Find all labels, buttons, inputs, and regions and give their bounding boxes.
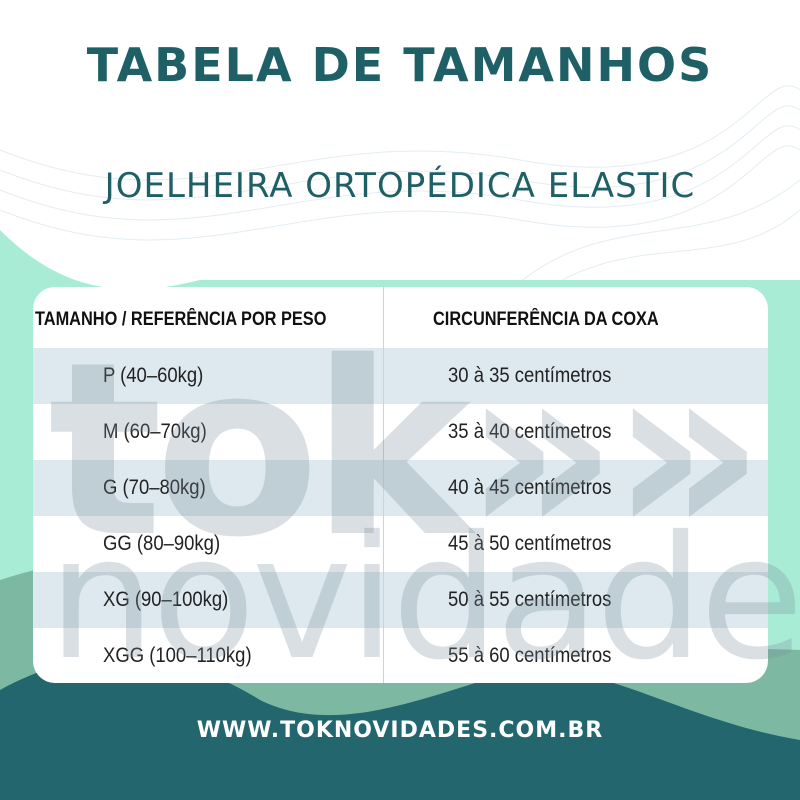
- column-header-thigh: CIRCUNFERÊNCIA DA COXA: [433, 309, 659, 330]
- measure-cell: 40 à 45 centímetros: [448, 476, 612, 499]
- measure-cell: 55 à 60 centímetros: [448, 644, 612, 667]
- size-cell: G (70–80kg): [103, 476, 206, 499]
- size-cell: XGG (100–110kg): [103, 644, 252, 667]
- size-cell: XG (90–100kg): [103, 588, 229, 611]
- table-row: M (60–70kg) 35 à 40 centímetros: [33, 404, 768, 460]
- table-row: P (40–60kg) 30 à 35 centímetros: [33, 348, 768, 404]
- column-header-size: TAMANHO / REFERÊNCIA POR PESO: [35, 309, 327, 330]
- table-row: XG (90–100kg) 50 à 55 centímetros: [33, 572, 768, 628]
- measure-cell: 50 à 55 centímetros: [448, 588, 612, 611]
- table-row: GG (80–90kg) 45 à 50 centímetros: [33, 516, 768, 572]
- measure-cell: 30 à 35 centímetros: [448, 364, 612, 387]
- measure-cell: 35 à 40 centímetros: [448, 420, 612, 443]
- size-cell: M (60–70kg): [103, 420, 207, 443]
- page-title: TABELA DE TAMANHOS: [86, 38, 714, 92]
- column-divider: [383, 287, 384, 683]
- measure-cell: 45 à 50 centímetros: [448, 532, 612, 555]
- size-cell: P (40–60kg): [103, 364, 204, 387]
- product-name: JOELHEIRA ORTOPÉDICA ELASTIC: [104, 166, 696, 206]
- table-row: XGG (100–110kg) 55 à 60 centímetros: [33, 628, 768, 683]
- size-cell: GG (80–90kg): [103, 532, 221, 555]
- table-row: G (70–80kg) 40 à 45 centímetros: [33, 460, 768, 516]
- size-table: TAMANHO / REFERÊNCIA POR PESO CIRCUNFERÊ…: [33, 287, 768, 683]
- website-url: WWW.TOKNOVIDADES.COM.BR: [196, 718, 604, 743]
